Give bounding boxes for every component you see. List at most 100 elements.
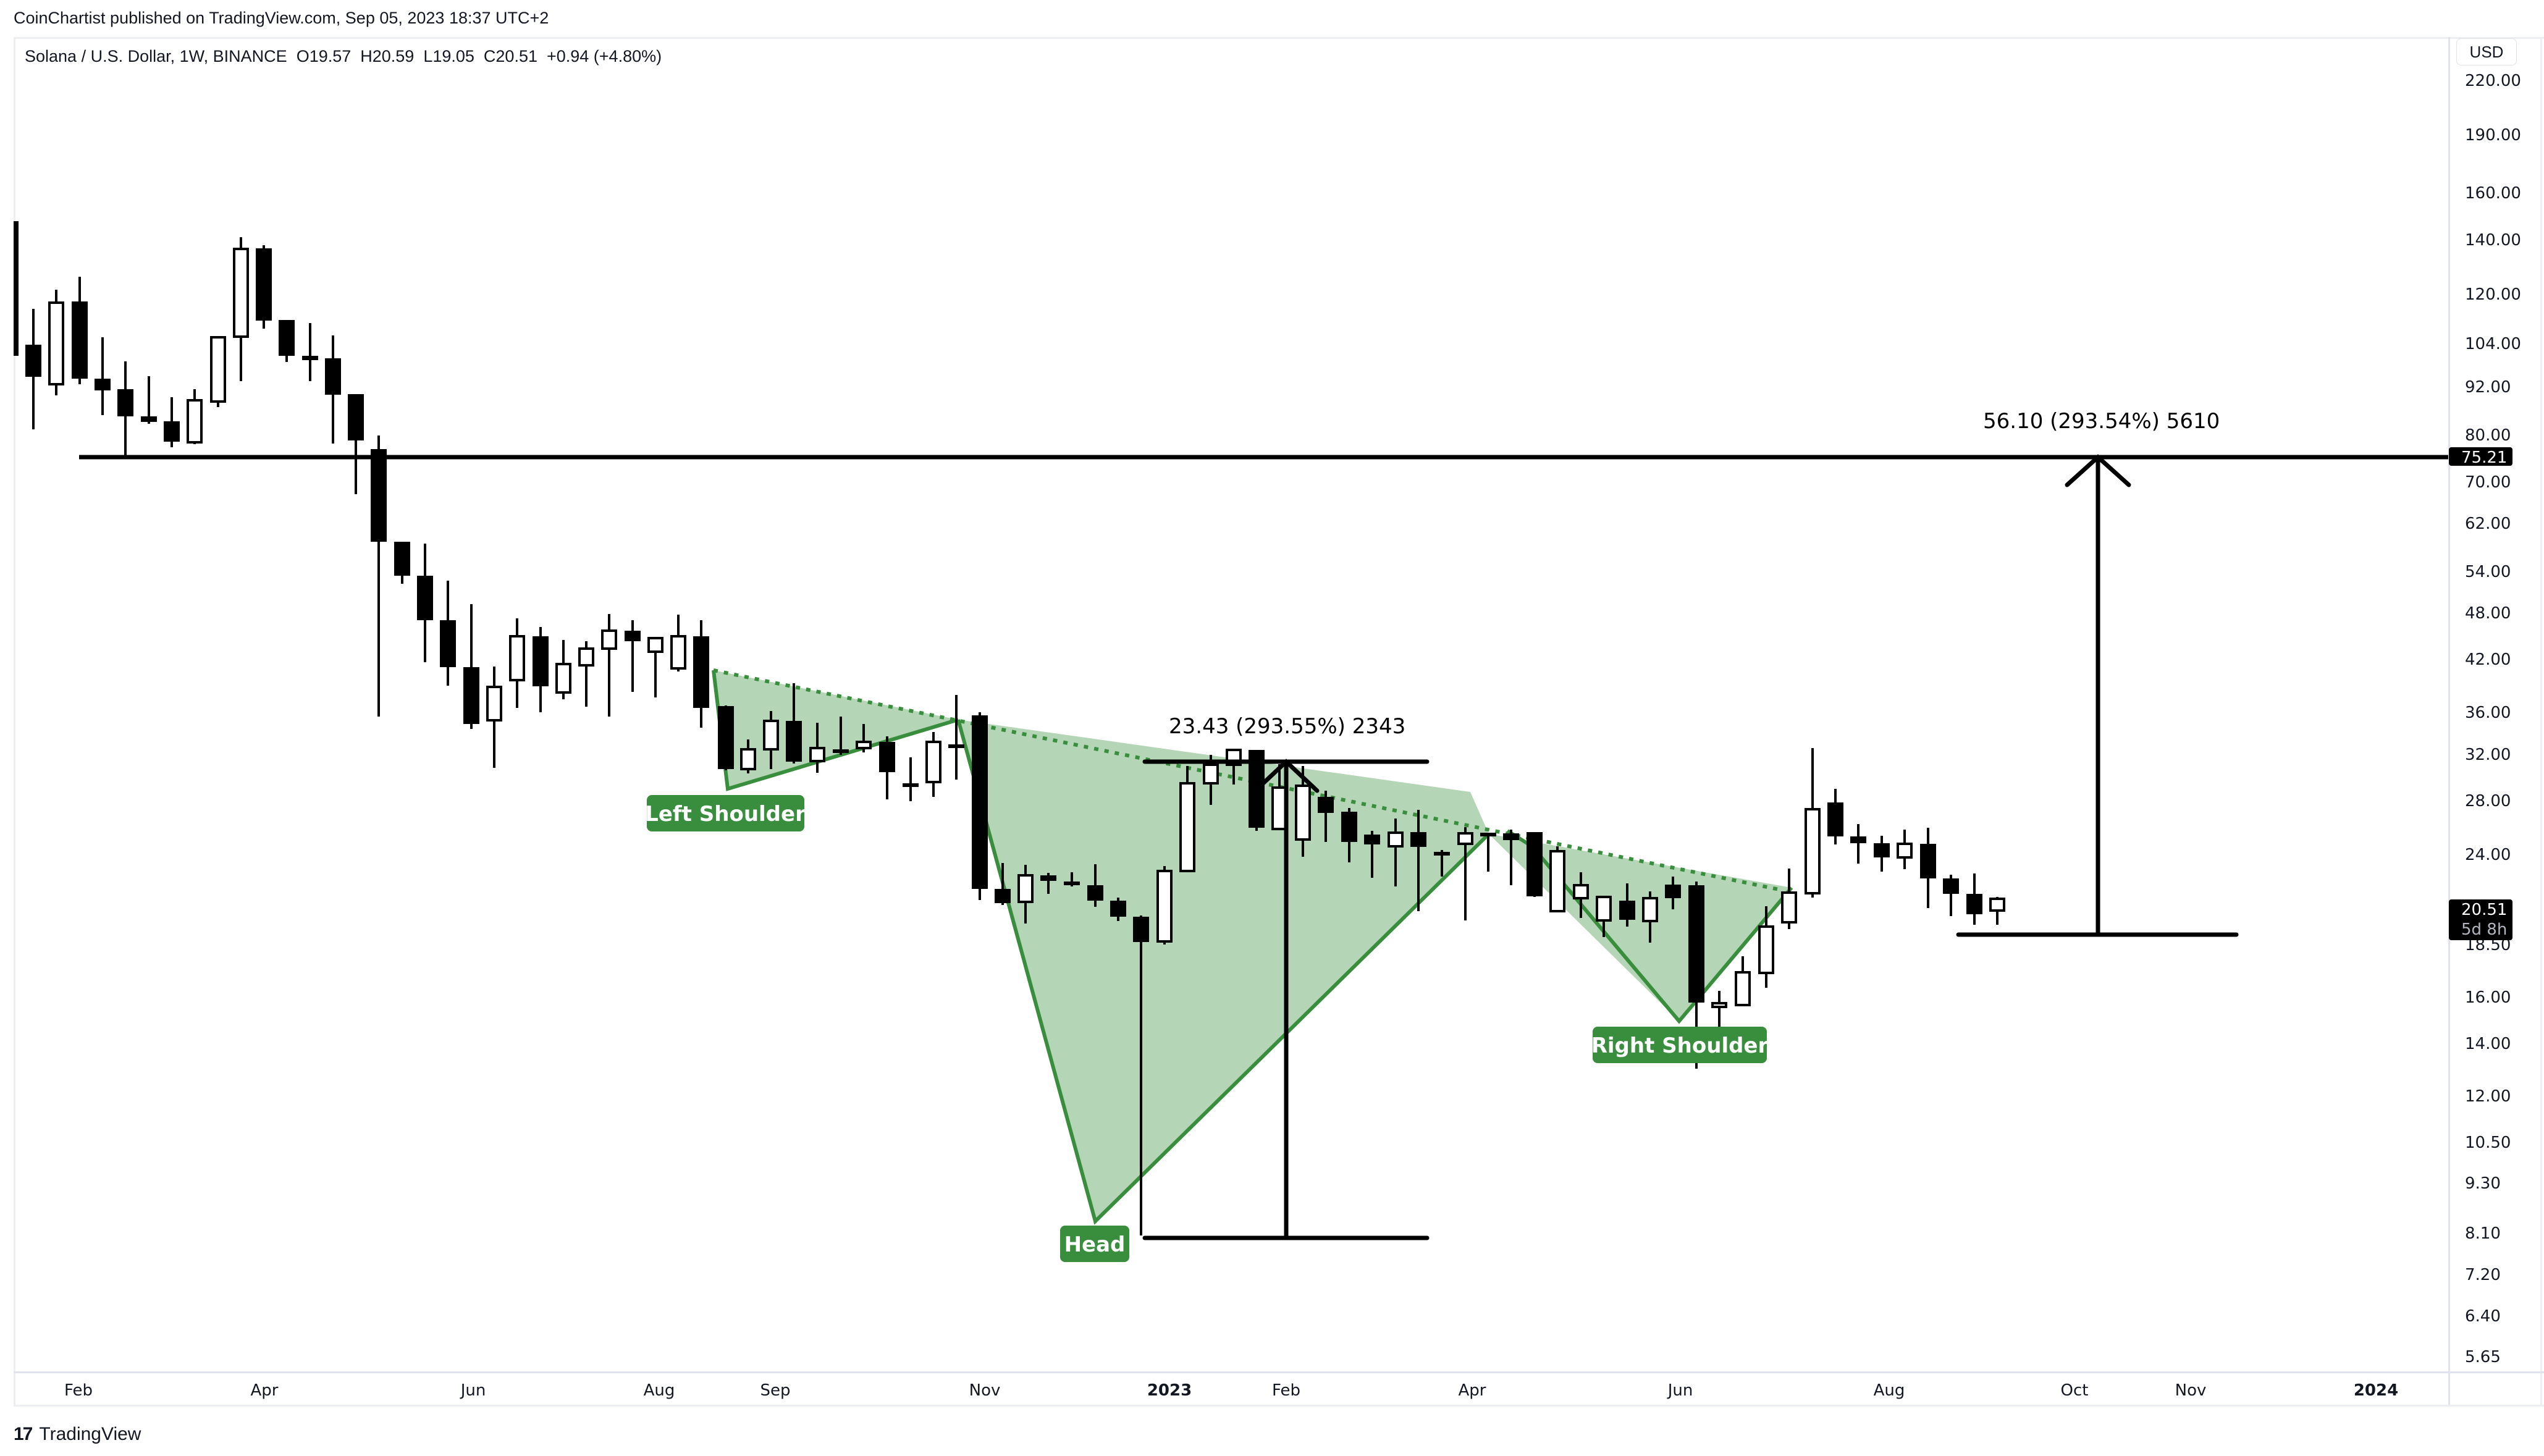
candle bbox=[833, 717, 849, 755]
time-axis[interactable]: Feb Apr Jun Aug Sep Nov 2023 Feb Apr Jun Aug Oct Nov… bbox=[64, 1381, 2398, 1400]
target-measure-label: 56.10 (293.54%) 5610 bbox=[1983, 409, 2220, 434]
price-tick-label: 62.00 bbox=[2465, 515, 2511, 533]
candle bbox=[1179, 766, 1195, 872]
time-axis-separator bbox=[14, 1371, 2544, 1373]
price-tick-label: 9.30 bbox=[2465, 1174, 2501, 1193]
time-tick-label: 2024 bbox=[2354, 1381, 2398, 1400]
head-label: Head bbox=[1060, 1226, 1129, 1262]
neckline-dotted bbox=[713, 668, 1780, 891]
symbol-legend: Solana / U.S. Dollar, 1W, BINANCE O19.57… bbox=[25, 47, 662, 66]
candle bbox=[187, 389, 203, 444]
candle bbox=[1735, 956, 1751, 1006]
price-tick-label: 32.00 bbox=[2465, 746, 2511, 764]
price-tick-label: 36.00 bbox=[2465, 704, 2511, 722]
price-tick-label: 120.00 bbox=[2465, 285, 2521, 304]
candle bbox=[325, 335, 341, 444]
candle bbox=[948, 695, 964, 780]
chart-frame bbox=[14, 37, 2544, 1408]
candle bbox=[1410, 810, 1426, 911]
price-marker: 75.21 bbox=[2449, 447, 2512, 467]
candle bbox=[1897, 830, 1913, 869]
price-tick-label: 220.00 bbox=[2465, 72, 2521, 90]
time-tick-label: Apr bbox=[251, 1381, 279, 1400]
candle bbox=[1665, 877, 1681, 909]
candle bbox=[1064, 872, 1080, 886]
chart-left-border bbox=[14, 37, 15, 1406]
price-tick-label: 42.00 bbox=[2465, 650, 2511, 669]
right-border bbox=[2540, 37, 2542, 1406]
time-tick-label: Jun bbox=[1667, 1381, 1693, 1400]
head-measure-tool bbox=[1142, 759, 1430, 1240]
price-tick-label: 14.00 bbox=[2465, 1035, 2511, 1053]
candle bbox=[417, 544, 433, 662]
candle bbox=[1619, 883, 1635, 927]
time-tick-label: Feb bbox=[1272, 1381, 1300, 1400]
time-tick-label: Nov bbox=[969, 1381, 1001, 1400]
time-tick-label: Aug bbox=[1874, 1381, 1905, 1400]
svg-text:5d 8h: 5d 8h bbox=[2461, 920, 2507, 939]
price-tick-label: 28.00 bbox=[2465, 792, 2511, 810]
candle bbox=[1341, 808, 1357, 862]
symbol-name: Solana / U.S. Dollar, 1W, BINANCE bbox=[25, 47, 287, 65]
time-tick-label: Aug bbox=[644, 1381, 675, 1400]
candle bbox=[1156, 866, 1173, 945]
candle bbox=[440, 581, 456, 686]
price-tick-label: 12.00 bbox=[2465, 1087, 2511, 1106]
candle bbox=[1874, 836, 1890, 872]
price-tick-label: 10.50 bbox=[2465, 1134, 2511, 1152]
candle bbox=[693, 620, 709, 728]
candle bbox=[1989, 897, 2005, 925]
candle bbox=[809, 723, 825, 773]
time-tick-label: Nov bbox=[2175, 1381, 2207, 1400]
tradingview-logo[interactable]: 17 TradingView bbox=[14, 1424, 141, 1445]
candle bbox=[555, 640, 571, 699]
head-fill bbox=[958, 720, 1489, 1221]
candle bbox=[1388, 818, 1404, 886]
candle bbox=[279, 320, 295, 362]
candle bbox=[117, 361, 133, 457]
svg-text:Head: Head bbox=[1064, 1232, 1126, 1257]
candle bbox=[625, 620, 641, 692]
price-tick-label: 70.00 bbox=[2465, 473, 2511, 492]
price-tick-label: 16.00 bbox=[2465, 988, 2511, 1007]
price-axis[interactable]: 220.00 190.00 160.00 140.00 120.00 104.00 92.0… bbox=[2449, 72, 2521, 1366]
svg-text:20.51: 20.51 bbox=[2461, 901, 2507, 919]
candle bbox=[1943, 875, 1959, 916]
candle bbox=[371, 436, 387, 717]
candle bbox=[1110, 898, 1126, 921]
candle bbox=[48, 290, 64, 395]
candle bbox=[1758, 906, 1774, 988]
candle bbox=[1781, 869, 1797, 929]
publisher-line: CoinChartist published on TradingView.co… bbox=[14, 9, 549, 27]
tradingview-logo-text: TradingView bbox=[39, 1424, 141, 1444]
head-measure-label: 23.43 (293.55%) 2343 bbox=[1169, 714, 1405, 739]
price-tick-label: 54.00 bbox=[2465, 563, 2511, 581]
price-tick-label: 160.00 bbox=[2465, 184, 2521, 203]
left-shoulder-label: Left Shoulder bbox=[645, 795, 806, 831]
candle bbox=[1295, 766, 1311, 857]
candle bbox=[141, 376, 157, 424]
candle bbox=[1920, 828, 1936, 908]
ohlc-values: O19.57 H20.59 L19.05 C20.51 +0.94 (+4.80… bbox=[296, 47, 662, 65]
candle bbox=[972, 712, 988, 900]
candle bbox=[1457, 827, 1473, 920]
candle bbox=[1364, 831, 1380, 878]
candle bbox=[533, 627, 549, 712]
candle bbox=[1549, 846, 1565, 912]
candle bbox=[1017, 865, 1034, 924]
time-tick-label: Feb bbox=[64, 1381, 93, 1400]
candle bbox=[856, 724, 872, 752]
candle bbox=[925, 732, 941, 797]
candle bbox=[1040, 873, 1056, 894]
currency-button[interactable]: USD bbox=[2456, 38, 2517, 65]
candle bbox=[1133, 915, 1149, 1235]
svg-text:Left Shoulder: Left Shoulder bbox=[645, 802, 806, 827]
bottom-border bbox=[14, 1405, 2544, 1407]
price-axis-separator bbox=[2448, 37, 2450, 1406]
time-tick-label: Oct bbox=[2061, 1381, 2089, 1400]
candle bbox=[25, 309, 41, 429]
price-tick-label: 80.00 bbox=[2465, 426, 2511, 445]
candle bbox=[601, 614, 617, 717]
